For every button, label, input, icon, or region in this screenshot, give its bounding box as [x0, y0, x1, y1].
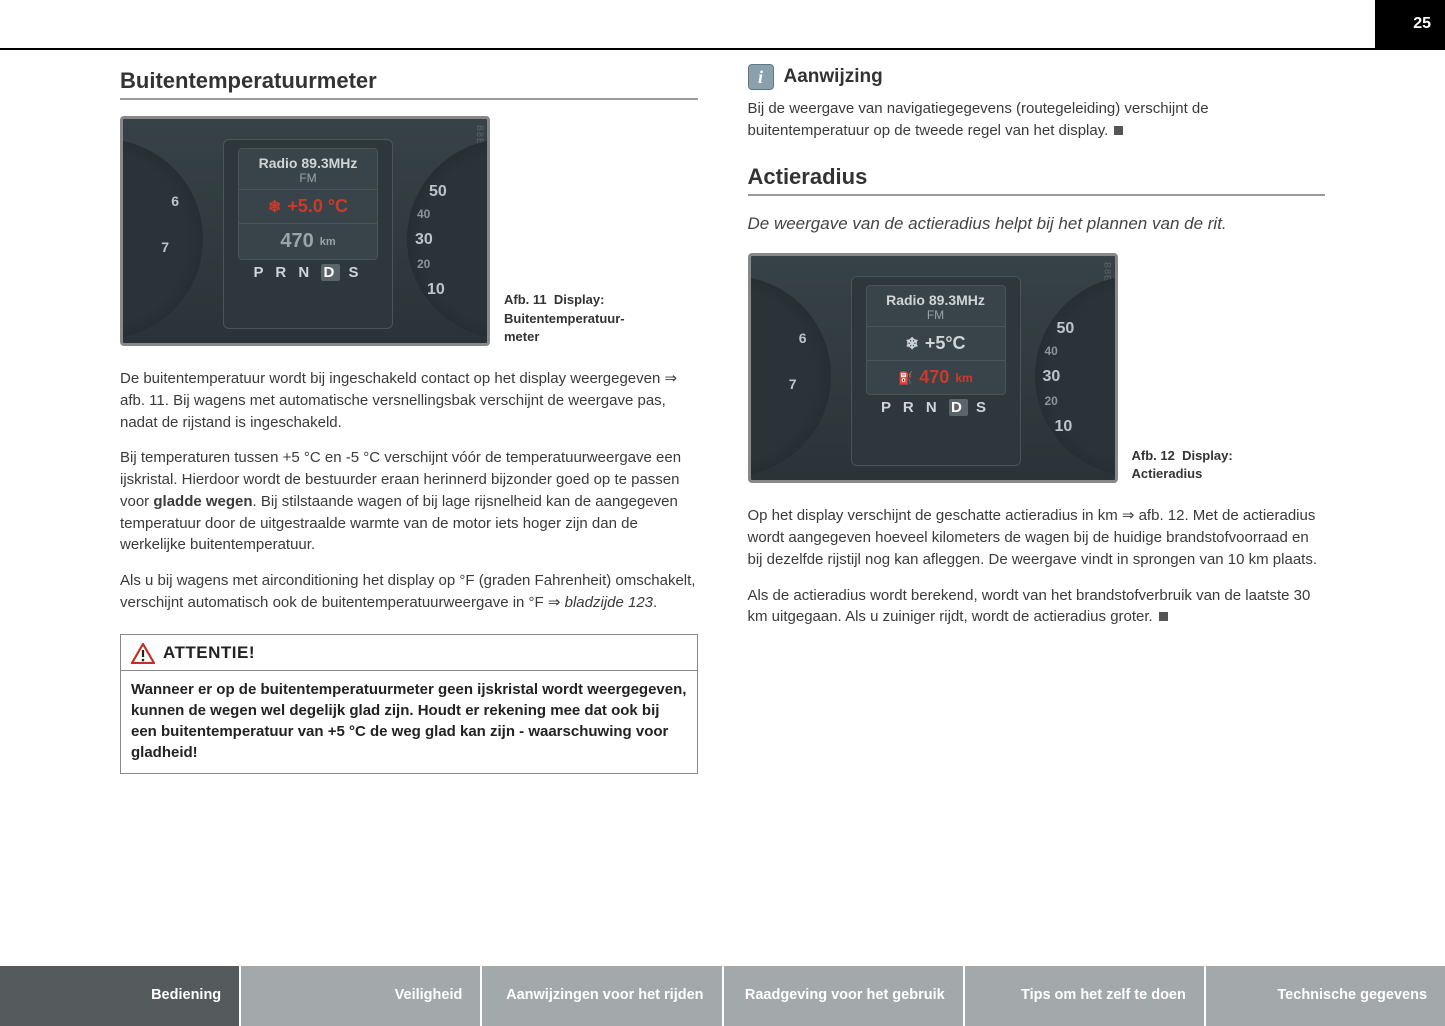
para-1: De buitentemperatuur wordt bij ingeschak…	[120, 368, 698, 433]
para-3: Als u bij wagens met airconditioning het…	[120, 570, 698, 614]
gear-prefix: P R N	[254, 264, 314, 281]
tab-technische[interactable]: Technische gegevens	[1206, 966, 1445, 1026]
gauge-tick: 30	[1043, 368, 1061, 386]
section-subtitle: De weergave van de actieradius helpt bij…	[748, 212, 1326, 236]
attention-title: ATTENTIE!	[163, 643, 255, 663]
temp-value: +5.0 °C	[287, 196, 348, 217]
para-r2-text: Als de actieradius wordt berekend, wordt…	[748, 587, 1311, 626]
gauge-tick: 40	[417, 207, 430, 221]
gauge-tick: 40	[1045, 344, 1058, 358]
range-row: ⛽ 470 km	[898, 361, 972, 394]
figure-12: B8E-0728 6 7 50 40 30 20 10 Radio 89.3MH…	[748, 253, 1326, 483]
figure-11: B8E-0603 6 7 50 40 30 20 10 Radio 89.3MH…	[120, 116, 698, 346]
gear-suffix: S	[976, 399, 990, 416]
right-column: i Aanwijzing Bij de weergave van navigat…	[748, 60, 1326, 946]
gear-indicator: P R N D S	[254, 264, 363, 281]
end-square-icon	[1159, 612, 1168, 621]
figure-caption: Afb. 11 Display: Buitentemperatuur­meter	[504, 291, 644, 346]
left-gauge: 6 7	[120, 139, 203, 339]
note-title: Aanwijzing	[784, 66, 883, 88]
top-rule	[0, 48, 1445, 50]
dashboard-image-2: B8E-0728 6 7 50 40 30 20 10 Radio 89.3MH…	[748, 253, 1118, 483]
attention-body: Wanneer er op de buitentemperatuurmeter …	[121, 671, 697, 773]
radio-line: Radio 89.3MHz	[886, 292, 985, 308]
tab-raadgeving[interactable]: Raadgeving voor het gebruik	[724, 966, 965, 1026]
left-column: Buitentemperatuurmeter B8E-0603 6 7 50 4…	[120, 60, 698, 946]
gauge-tick: 20	[417, 257, 430, 271]
para-r2: Als de actieradius wordt berekend, wordt…	[748, 585, 1326, 629]
tab-veiligheid[interactable]: Veiligheid	[241, 966, 482, 1026]
fuel-icon: ⛽	[898, 371, 913, 385]
tab-bediening[interactable]: Bediening	[0, 966, 241, 1026]
note-body-text: Bij de weergave van navigatiegegevens (r…	[748, 100, 1209, 139]
figure-caption: Afb. 12 Display: Actie­radius	[1132, 447, 1272, 483]
caption-label: Afb. 12	[1132, 448, 1175, 463]
tab-aanwijzingen[interactable]: Aanwijzingen voor het rijden	[482, 966, 723, 1026]
gauge-tick: 50	[429, 183, 447, 201]
gear-selected: D	[321, 264, 340, 281]
snowflake-icon: ❄	[905, 334, 918, 354]
footer-tabs: Bediening Veiligheid Aanwijzingen voor h…	[0, 966, 1445, 1026]
range-value: 470	[919, 367, 949, 388]
para-3b: .	[653, 594, 657, 611]
range-unit: km	[955, 371, 972, 385]
range-row: 470 km	[280, 224, 335, 259]
gear-selected: D	[949, 399, 968, 416]
snowflake-icon: ❄	[268, 197, 281, 217]
para-3-ital: bladzijde 123	[565, 594, 653, 611]
attention-header: ATTENTIE!	[121, 635, 697, 671]
info-icon: i	[748, 64, 774, 90]
gauge-tick: 20	[1045, 394, 1058, 408]
section-title-actieradius: Actieradius	[748, 164, 1326, 196]
para-2: Bij temperaturen tussen +5 °C en -5 °C v…	[120, 447, 698, 556]
gauge-tick: 6	[171, 193, 179, 209]
range-unit: km	[320, 236, 336, 248]
caption-label: Afb. 11	[504, 292, 547, 307]
center-display: Radio 89.3MHz FM ❄ +5.0 °C 470 km	[223, 139, 393, 329]
gauge-tick: 7	[789, 376, 797, 392]
center-display: Radio 89.3MHz FM ❄ +5°C ⛽ 470 km	[851, 276, 1021, 466]
tab-tips[interactable]: Tips om het zelf te doen	[965, 966, 1206, 1026]
gear-indicator: P R N D S	[881, 399, 990, 416]
gauge-tick: 30	[415, 231, 433, 249]
gauge-tick: 7	[161, 239, 169, 255]
end-square-icon	[1114, 126, 1123, 135]
note-header: i Aanwijzing	[748, 64, 1326, 90]
band-line: FM	[927, 308, 944, 322]
gauge-tick: 10	[427, 281, 445, 299]
gauge-tick: 10	[1055, 418, 1073, 436]
right-gauge: 50 40 30 20 10	[1035, 276, 1118, 476]
para-r1: Op het display verschijnt de geschatte a…	[748, 505, 1326, 570]
para-2-bold: gladde wegen	[153, 493, 252, 510]
gear-suffix: S	[348, 264, 362, 281]
temp-row: ❄ +5°C	[905, 327, 965, 360]
temp-value: +5°C	[925, 333, 966, 354]
page-number: 25	[1375, 0, 1445, 48]
left-gauge: 6 7	[748, 276, 831, 476]
dashboard-image-1: B8E-0603 6 7 50 40 30 20 10 Radio 89.3MH…	[120, 116, 490, 346]
section-title-temp: Buitentemperatuurmeter	[120, 68, 698, 100]
warning-icon	[131, 643, 155, 664]
note-body: Bij de weergave van navigatiegegevens (r…	[748, 98, 1326, 142]
attention-box: ATTENTIE! Wanneer er op de buitentempera…	[120, 634, 698, 774]
range-value: 470	[280, 230, 313, 253]
gauge-tick: 50	[1057, 320, 1075, 338]
gear-prefix: P R N	[881, 399, 941, 416]
band-line: FM	[299, 171, 316, 185]
radio-line: Radio 89.3MHz	[259, 155, 358, 171]
temp-row: ❄ +5.0 °C	[268, 190, 348, 223]
gauge-tick: 6	[799, 330, 807, 346]
right-gauge: 50 40 30 20 10	[407, 139, 490, 339]
content-area: Buitentemperatuurmeter B8E-0603 6 7 50 4…	[120, 60, 1325, 946]
